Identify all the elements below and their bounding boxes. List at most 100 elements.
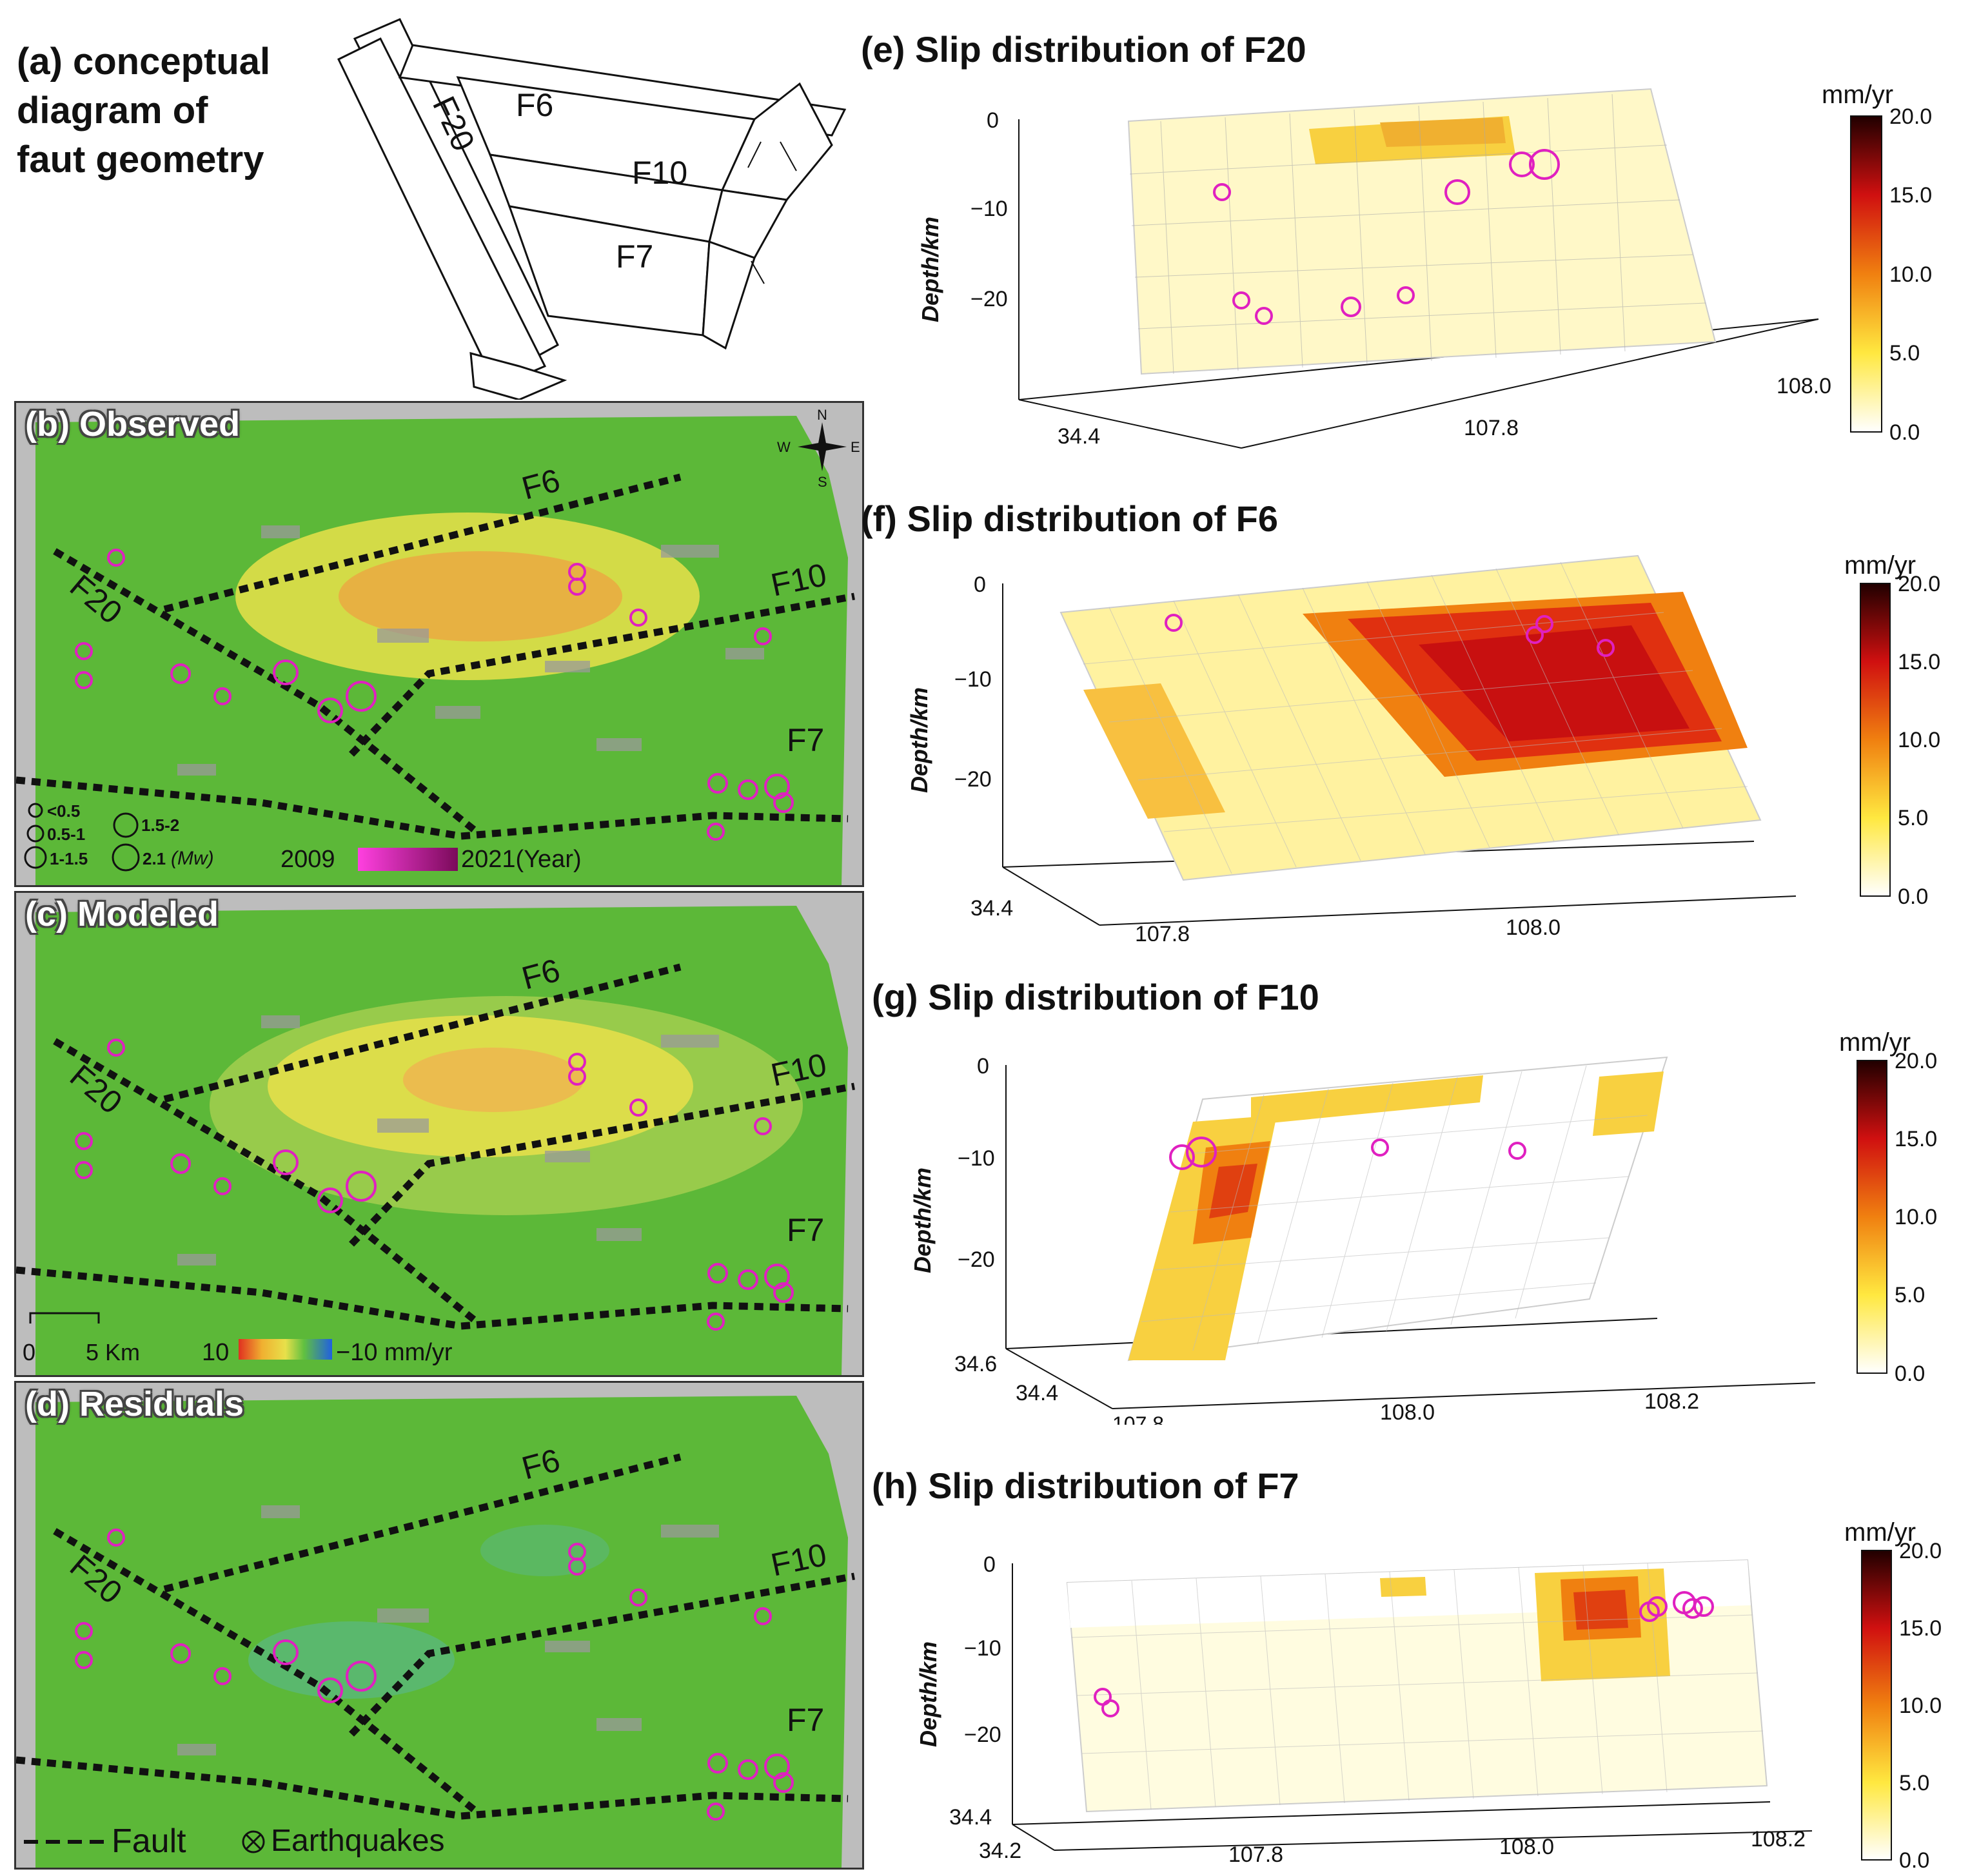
slip-title-f6: (f) Slip distribution of F6 bbox=[861, 498, 1279, 539]
slip-plot-f7: 0 −10 −20 Depth/km 34.4 34.2 107.8 108.0… bbox=[915, 1518, 1942, 1873]
f20-depth-0: 0 bbox=[987, 108, 999, 133]
mag-lt05: <0.5 bbox=[47, 801, 80, 821]
slip-patch-f10-shallow bbox=[1251, 1075, 1483, 1125]
f7-xtick-1080: 108.0 bbox=[1499, 1835, 1554, 1859]
compass-e: E bbox=[851, 439, 860, 455]
f6-cbar-unit: mm/yr bbox=[1844, 551, 1916, 580]
f20-cbar-200: 20.0 bbox=[1889, 104, 1932, 129]
diagram-label-f7: F7 bbox=[616, 239, 653, 275]
f20-colorbar bbox=[1850, 115, 1882, 433]
f7-xtick-342: 34.2 bbox=[979, 1839, 1021, 1863]
f20-xtick-1080: 108.0 bbox=[1777, 374, 1831, 398]
f10-cbar-200: 20.0 bbox=[1895, 1049, 1937, 1073]
f6-colorbar bbox=[1860, 583, 1891, 897]
year-end: 2021(Year) bbox=[461, 846, 582, 873]
f20-xtick-344: 34.4 bbox=[1058, 424, 1100, 449]
mag-15-2: 1.5-2 bbox=[141, 816, 179, 835]
f7-cbar-200: 20.0 bbox=[1899, 1539, 1942, 1563]
f7-depth-10: −10 bbox=[964, 1636, 1001, 1661]
panel-a-title: (a) conceptual diagram of faut geometry bbox=[17, 37, 270, 184]
f6-depth-0: 0 bbox=[974, 572, 986, 597]
modeled-map-svg: F6 F10 F20 F7 0 5 Km 10 −10 mm/yr bbox=[16, 893, 862, 1375]
f6-cbar-200: 20.0 bbox=[1898, 572, 1940, 596]
f6-cbar-00: 0.0 bbox=[1898, 884, 1928, 909]
year-start: 2009 bbox=[281, 846, 335, 873]
f10-cbar-150: 15.0 bbox=[1895, 1127, 1937, 1151]
diagram-label-f10: F10 bbox=[632, 155, 687, 191]
f20-depth-10: −10 bbox=[970, 197, 1008, 221]
slip-title-f10: (g) Slip distribution of F10 bbox=[872, 977, 1319, 1017]
map-label-modeled: (c) Modeled bbox=[25, 895, 219, 933]
f7-xtick-1078: 107.8 bbox=[1228, 1842, 1283, 1867]
f7-ylabel: Depth/km bbox=[915, 1641, 941, 1747]
slip-patch-f6-west bbox=[1083, 683, 1225, 819]
f20-cbar-150: 15.0 bbox=[1889, 183, 1932, 208]
fault-legend-label: Fault bbox=[112, 1822, 186, 1860]
map-panel-observed: F6 F10 F20 F7 N S E W <0.5 0.5-1 1-1.5 1… bbox=[14, 401, 864, 887]
f10-xtick-344: 34.4 bbox=[1016, 1381, 1058, 1405]
f6-cbar-150: 15.0 bbox=[1898, 650, 1940, 674]
map-panel-modeled: F6 F10 F20 F7 0 5 Km 10 −10 mm/yr (c) Mo… bbox=[14, 891, 864, 1377]
f20-cbar-50: 5.0 bbox=[1889, 341, 1920, 366]
f10-xtick-346: 34.6 bbox=[954, 1352, 997, 1376]
f6-depth-10: −10 bbox=[954, 667, 992, 692]
panel-a-title-line3: faut geometry bbox=[17, 139, 264, 181]
scale-range-start: 10 bbox=[202, 1339, 229, 1366]
f6-ylabel: Depth/km bbox=[906, 687, 932, 793]
scale-five-km: 5 Km bbox=[86, 1339, 140, 1365]
map-label-f7: F7 bbox=[787, 722, 824, 758]
f7-xtick-1082: 108.2 bbox=[1751, 1827, 1806, 1852]
f7-xtick-344: 34.4 bbox=[949, 1805, 992, 1830]
f6-depth-20: −20 bbox=[954, 767, 992, 792]
f6-xtick-1078: 107.8 bbox=[1135, 922, 1190, 941]
fault-plane-f20 bbox=[1127, 88, 1717, 375]
f7-cbar-100: 10.0 bbox=[1899, 1694, 1942, 1718]
f10-depth-20: −20 bbox=[958, 1247, 995, 1272]
slip-title-f20: (e) Slip distribution of F20 bbox=[861, 29, 1306, 70]
f6-cbar-50: 5.0 bbox=[1898, 806, 1928, 830]
slip-plot-f20: 0 −10 −20 Depth/km 34.4 107.8 108.0 mm/y… bbox=[917, 81, 1932, 449]
diagram-label-f6: F6 bbox=[516, 87, 553, 123]
fault-lines bbox=[16, 473, 855, 840]
f10-xtick-1080: 108.0 bbox=[1380, 1400, 1435, 1425]
panel-a-title-line1: (a) conceptual bbox=[17, 41, 271, 83]
f7-box-end bbox=[702, 240, 756, 350]
f6-xtick-344: 34.4 bbox=[970, 896, 1013, 921]
f10-xtick-1078: 107.8 bbox=[1112, 1412, 1164, 1425]
magnitude-legend bbox=[24, 803, 140, 872]
velocity-colorbar bbox=[239, 1339, 332, 1360]
slip-patch-f10-east bbox=[1593, 1071, 1664, 1136]
map-label-residuals: (d) Residuals bbox=[25, 1385, 244, 1423]
f7-cbar-unit: mm/yr bbox=[1844, 1518, 1916, 1547]
f7-colorbar bbox=[1861, 1550, 1892, 1861]
f10-ylabel: Depth/km bbox=[909, 1168, 936, 1273]
f20-slab-end bbox=[469, 351, 567, 400]
compass-w: W bbox=[777, 439, 791, 455]
f10-colorbar bbox=[1857, 1060, 1887, 1374]
f7-cbar-00: 0.0 bbox=[1899, 1848, 1929, 1873]
f6-box-top bbox=[398, 44, 847, 137]
observed-map-svg: F6 F10 F20 F7 N S E W <0.5 0.5-1 1-1.5 1… bbox=[16, 403, 862, 885]
earthquake-legend-label: Earthquakes bbox=[271, 1824, 445, 1858]
panel-a-title-line2: diagram of bbox=[17, 90, 208, 132]
earthquake-legend-symbol bbox=[242, 1830, 265, 1853]
f10-cbar-100: 10.0 bbox=[1895, 1205, 1937, 1229]
f7-cbar-50: 5.0 bbox=[1899, 1771, 1929, 1795]
map-panel-residuals: F6 F10 F20 F7 Fault Earthquakes (d) Resi… bbox=[14, 1381, 864, 1870]
f10-cbar-00: 0.0 bbox=[1895, 1362, 1925, 1386]
f6-xtick-1080: 108.0 bbox=[1506, 915, 1561, 940]
f20-ylabel: Depth/km bbox=[917, 217, 943, 322]
scale-bar bbox=[29, 1312, 100, 1324]
scale-range-end: −10 mm/yr bbox=[336, 1339, 453, 1366]
mag-mw: (Mw) bbox=[171, 848, 214, 869]
fault-geometry-diagram: F20 F6 F10 F7 bbox=[337, 18, 847, 400]
mag-05-1: 0.5-1 bbox=[47, 825, 85, 844]
f7-cbar-150: 15.0 bbox=[1899, 1616, 1942, 1641]
f10-depth-0: 0 bbox=[977, 1054, 989, 1079]
compass: N S E W bbox=[777, 407, 860, 490]
residual-label-f7: F7 bbox=[787, 1702, 824, 1738]
f10-cbar-unit: mm/yr bbox=[1839, 1028, 1911, 1057]
residuals-map-svg: F6 F10 F20 F7 Fault Earthquakes bbox=[16, 1383, 862, 1868]
f10-depth-10: −10 bbox=[958, 1146, 995, 1171]
scale-zero: 0 bbox=[23, 1339, 35, 1365]
